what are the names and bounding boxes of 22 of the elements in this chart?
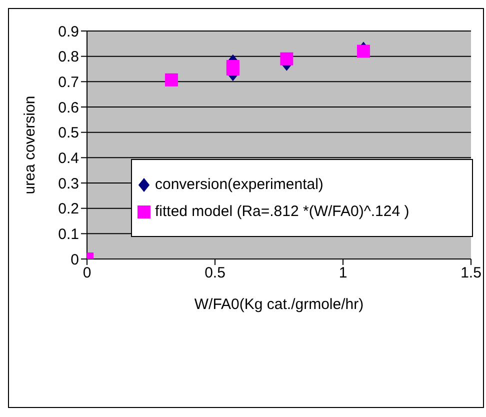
y-tick-label: 0.4 xyxy=(58,150,79,167)
x-tick-label: 0.5 xyxy=(204,264,226,282)
y-tick-label: 0.7 xyxy=(58,74,79,91)
x-tick-label: 1 xyxy=(338,264,348,282)
y-tick-label: 0.1 xyxy=(58,226,79,243)
point xyxy=(280,52,294,66)
y-tick-label: 0 xyxy=(70,251,79,268)
x-axis-title: W/FA0(Kg cat./grmole/hr) xyxy=(194,296,364,313)
y-tick-label: 0.2 xyxy=(58,200,79,218)
y-tick-label: 0.5 xyxy=(58,124,79,142)
y-tick-label: 0.3 xyxy=(58,175,79,192)
legend-label: conversion(experimental) xyxy=(155,176,324,193)
y-axis-title: urea coversion xyxy=(21,96,38,194)
y-tick-label: 0.6 xyxy=(58,99,79,116)
y-tick-label: 0.9 xyxy=(58,23,79,40)
legend-label: fitted model (Ra=.812 *(W/FA0)^.124 ) xyxy=(155,203,410,220)
x-tick-label: 0 xyxy=(82,264,92,282)
point xyxy=(356,44,370,58)
y-tick-label: 0.8 xyxy=(58,48,79,66)
x-tick-label: 1.5 xyxy=(460,264,482,282)
point xyxy=(226,60,240,73)
point xyxy=(164,73,178,86)
